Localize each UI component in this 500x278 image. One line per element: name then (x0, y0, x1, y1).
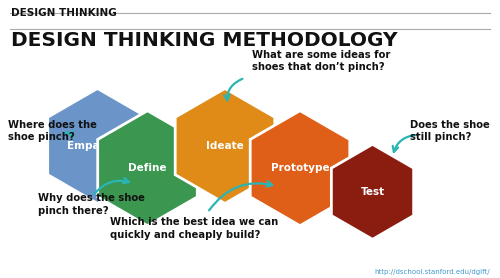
Text: Which is the best idea we can
quickly and cheaply build?: Which is the best idea we can quickly an… (110, 217, 278, 240)
Text: Test: Test (360, 187, 384, 197)
Text: DESIGN THINKING: DESIGN THINKING (11, 8, 117, 18)
Text: DESIGN THINKING METHODOLOGY: DESIGN THINKING METHODOLOGY (11, 31, 398, 49)
Polygon shape (175, 88, 275, 203)
Text: Ideate: Ideate (206, 141, 244, 151)
Text: Does the shoe
still pinch?: Does the shoe still pinch? (410, 120, 490, 142)
Text: Where does the
shoe pinch?: Where does the shoe pinch? (8, 120, 96, 142)
Text: Define: Define (128, 163, 167, 173)
Polygon shape (98, 111, 198, 226)
Polygon shape (332, 144, 413, 239)
Text: Why does the shoe
pinch there?: Why does the shoe pinch there? (38, 193, 144, 216)
Polygon shape (250, 111, 350, 226)
Polygon shape (48, 88, 148, 203)
Text: What are some ideas for
shoes that don’t pinch?: What are some ideas for shoes that don’t… (252, 50, 391, 73)
Text: Prototype: Prototype (270, 163, 330, 173)
Text: Empathize: Empathize (66, 141, 128, 151)
Text: http://dschool.stanford.edu/dgift/: http://dschool.stanford.edu/dgift/ (374, 269, 490, 275)
